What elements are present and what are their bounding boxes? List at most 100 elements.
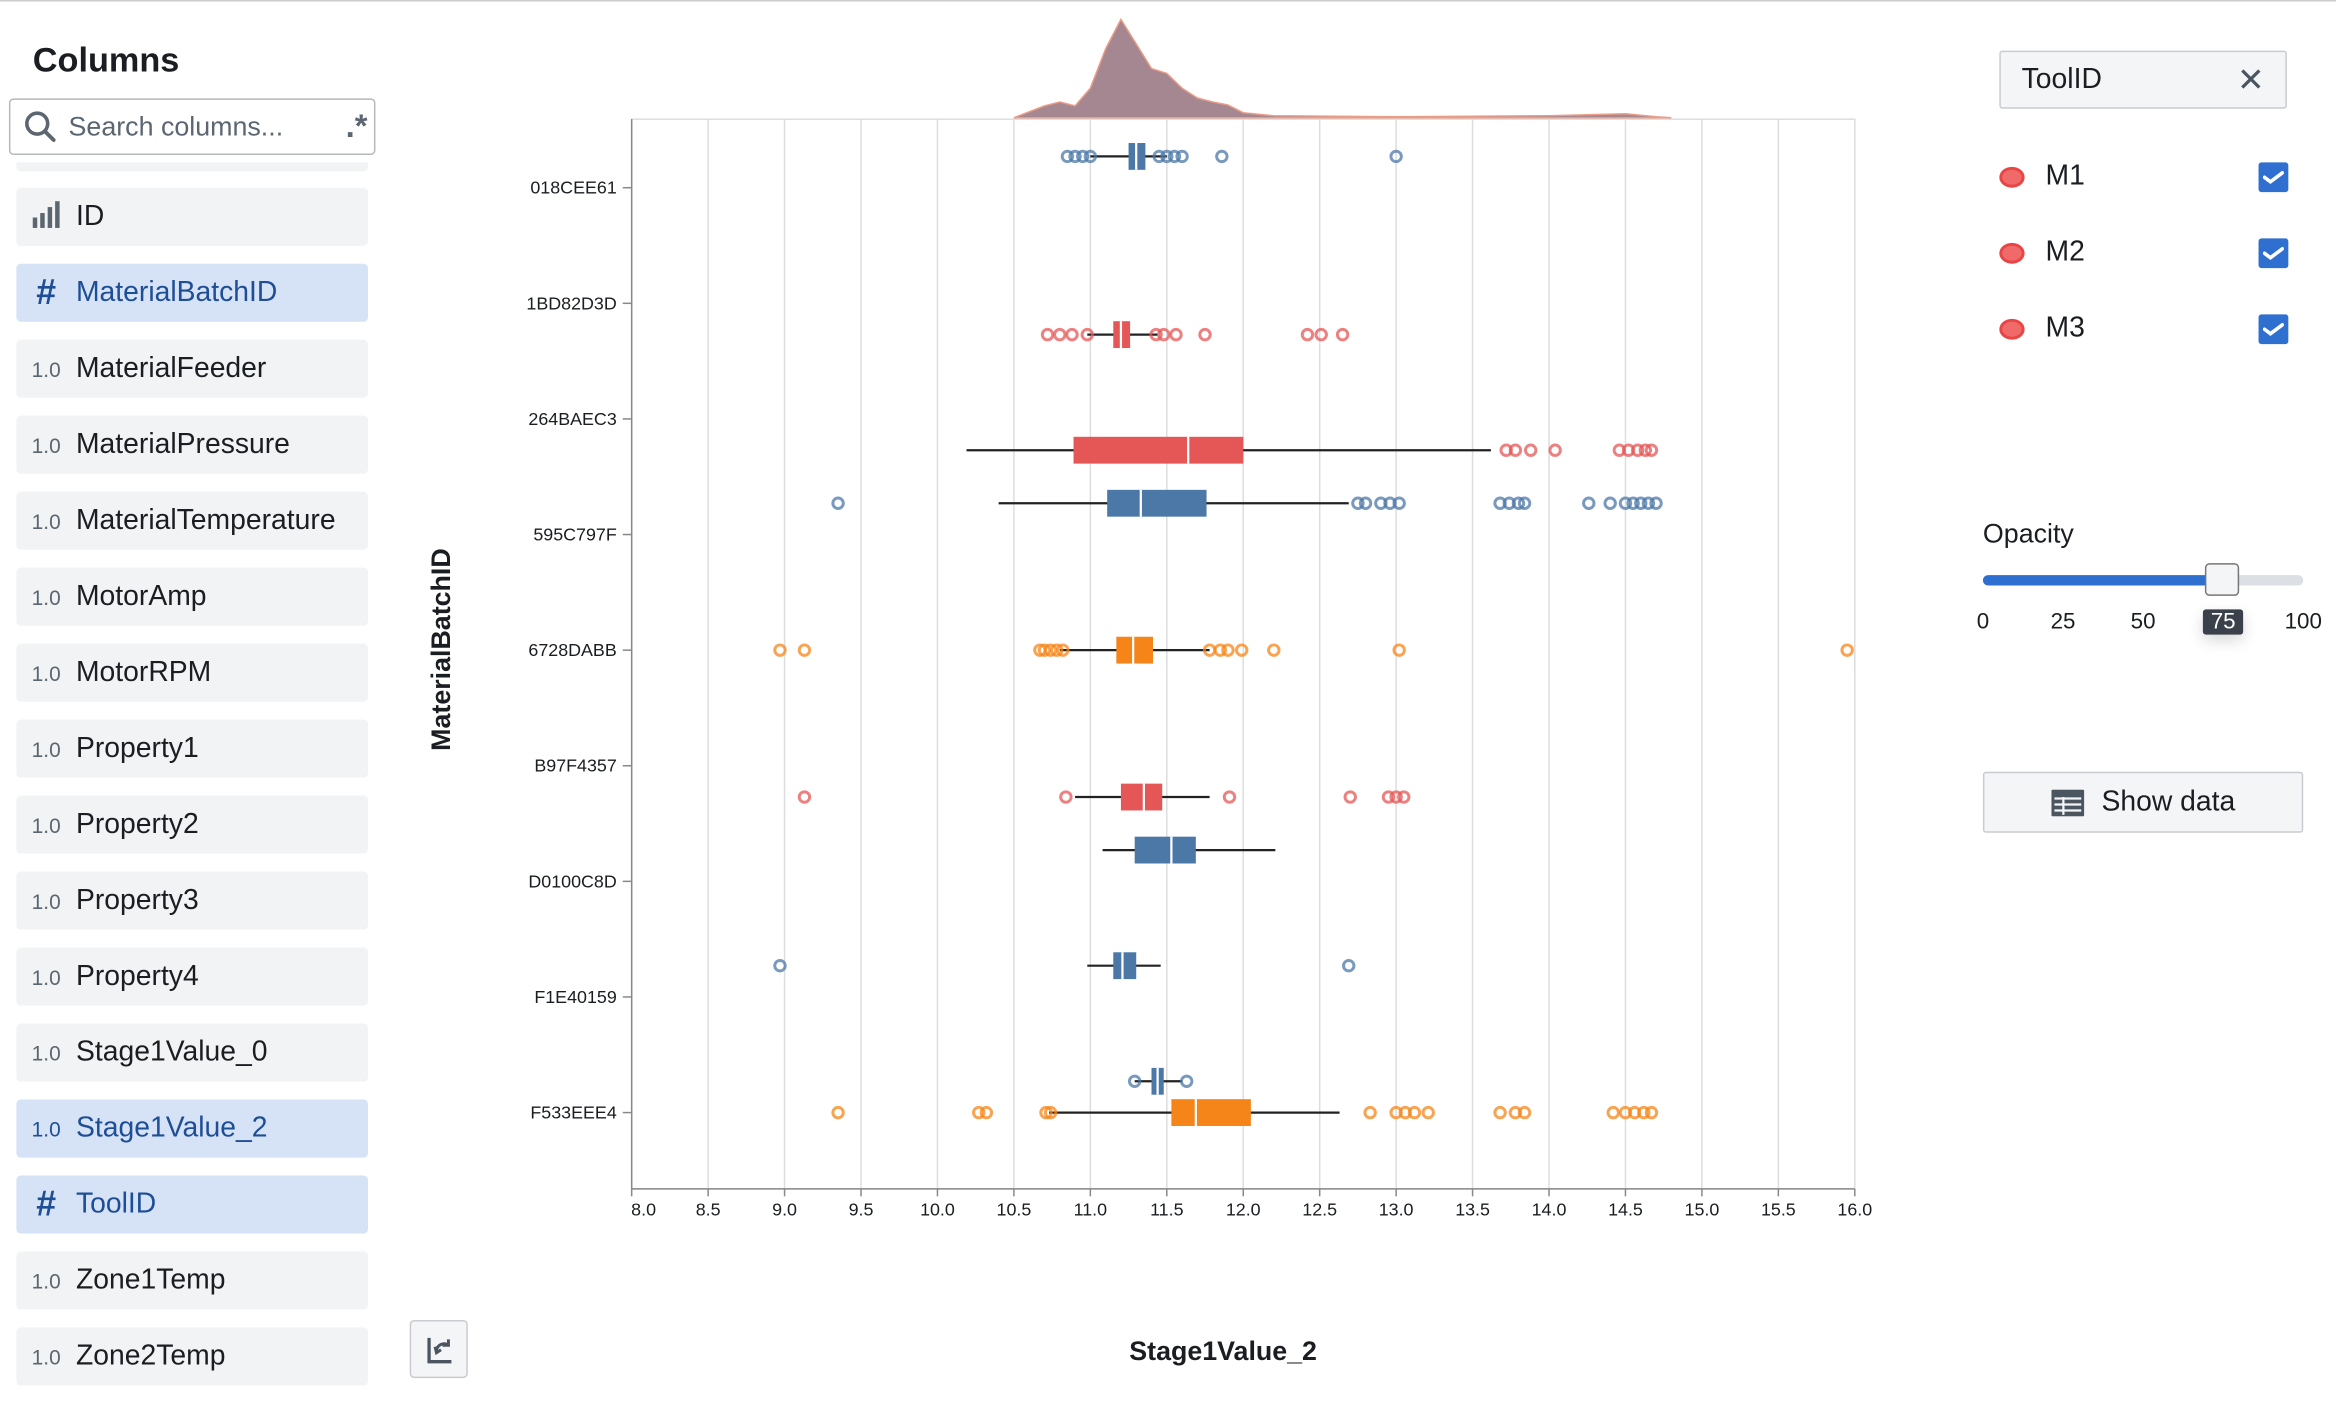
- outlier-point: [1215, 149, 1229, 164]
- column-item-label: Property4: [75, 960, 199, 992]
- outlier-point: [1060, 149, 1075, 164]
- x-tick-label: 11.5: [1150, 1200, 1184, 1220]
- outlier-point: [831, 496, 845, 510]
- outlier-point: [1179, 1074, 1194, 1089]
- column-item-label: ID: [75, 200, 105, 232]
- column-item-label: Property1: [75, 732, 199, 764]
- opacity-tick-label: 0: [1976, 609, 1990, 635]
- column-item-stage1value-0[interactable]: 1.0 Stage1Value_0: [16, 1023, 368, 1082]
- outlier-point: [1392, 496, 1406, 510]
- box: [1116, 636, 1154, 664]
- outlier-point: [1618, 1105, 1633, 1120]
- legend-checkbox[interactable]: [2258, 238, 2289, 269]
- outlier-point: [1644, 1105, 1659, 1120]
- outlier-point: [1649, 496, 1663, 510]
- numeric-type-label: 1.0: [31, 1116, 61, 1141]
- box-1BD82D3D-M3[interactable]: [1040, 321, 1350, 349]
- check-icon: [2263, 171, 2284, 184]
- outlier-point: [1603, 496, 1617, 510]
- outlier-point: [1517, 1105, 1532, 1120]
- regex-toggle[interactable]: .*: [345, 107, 368, 145]
- column-item-label: MaterialTemperature: [75, 504, 336, 536]
- legend-checkbox[interactable]: [2258, 162, 2289, 193]
- color-by-label: ToolID: [2021, 63, 2102, 95]
- color-by-chip[interactable]: ToolID ✕: [1999, 50, 2287, 109]
- legend-checkbox[interactable]: [2258, 314, 2289, 345]
- box-F1E40159-M1[interactable]: [773, 952, 1356, 980]
- x-tick-label: 15.5: [1761, 1200, 1796, 1220]
- outlier-point: [1502, 496, 1516, 510]
- column-item-materialbatchid[interactable]: # MaterialBatchID: [16, 263, 368, 322]
- outlier-point: [1127, 1074, 1142, 1089]
- legend-item-m2[interactable]: M2: [1999, 237, 2289, 270]
- box-018CEE61-M1[interactable]: [1060, 143, 1403, 170]
- outlier-point: [1040, 327, 1055, 342]
- column-item-zone1temp[interactable]: 1.0 Zone1Temp: [16, 1251, 368, 1310]
- outlier-point: [1389, 790, 1403, 804]
- column-item-materialtemperature[interactable]: 1.0 MaterialTemperature: [16, 491, 368, 550]
- column-item-property2[interactable]: 1.0 Property2: [16, 795, 368, 854]
- search-input[interactable]: [65, 109, 325, 144]
- column-item-property1[interactable]: 1.0 Property1: [16, 719, 368, 778]
- search-box[interactable]: .*: [8, 98, 376, 155]
- marginal-density: [1013, 17, 1672, 119]
- outlier-point: [1389, 149, 1403, 164]
- legend-item-m1[interactable]: M1: [1999, 161, 2289, 194]
- outlier-point: [1582, 496, 1596, 510]
- column-item-property3[interactable]: 1.0 Property3: [16, 871, 368, 930]
- outlier-point: [1508, 443, 1523, 457]
- outlier-point: [1149, 327, 1163, 342]
- box-F533EEE4-M1[interactable]: [1127, 1067, 1194, 1095]
- box: [1107, 489, 1207, 517]
- show-data-button[interactable]: Show data: [1982, 771, 2304, 833]
- column-item-zone2temp[interactable]: 1.0 Zone2Temp: [16, 1327, 368, 1386]
- column-item-materialpressure[interactable]: 1.0 MaterialPressure: [16, 415, 368, 474]
- box-D0100C8D-M1[interactable]: [1102, 836, 1276, 864]
- x-tick-label: 13.5: [1455, 1200, 1490, 1220]
- opacity-tick-label: 75: [2203, 609, 2244, 635]
- outlier-point: [1618, 496, 1633, 510]
- outlier-point: [1397, 790, 1411, 804]
- outlier-point: [1167, 149, 1182, 164]
- outlier-point: [1383, 496, 1397, 510]
- x-tick-label: 9.5: [849, 1200, 874, 1220]
- outlier-point: [797, 790, 812, 804]
- outlier-point: [1314, 327, 1328, 342]
- column-item-motorrpm[interactable]: 1.0 MotorRPM: [16, 643, 368, 702]
- outlier-point: [1499, 443, 1513, 457]
- outlier-point: [1358, 496, 1373, 510]
- box-B97F4357-M3[interactable]: [797, 783, 1411, 811]
- outlier-point: [1059, 790, 1073, 804]
- box-264BAEC3-M3[interactable]: [966, 436, 1659, 464]
- check-icon: [2263, 322, 2284, 336]
- outlier-point: [1056, 643, 1070, 657]
- column-item-stage1value-2[interactable]: 1.0 Stage1Value_2: [16, 1099, 368, 1158]
- numeric-type-label: 1.0: [31, 736, 61, 761]
- box: [1113, 952, 1137, 980]
- column-item-toolid[interactable]: # ToolID: [16, 1175, 368, 1234]
- outlier-point: [1221, 643, 1235, 657]
- outlier-point: [1634, 496, 1648, 510]
- opacity-tick-label: 25: [2050, 609, 2076, 635]
- box-F533EEE4-M2[interactable]: [831, 1099, 1659, 1126]
- column-item-label: MaterialFeeder: [75, 352, 267, 384]
- column-item-id[interactable]: ID: [16, 187, 368, 246]
- outlier-point: [1363, 1105, 1377, 1120]
- legend-color-dot: [1999, 242, 2025, 264]
- legend-item-m3[interactable]: M3: [1999, 313, 2289, 346]
- swap-axes-button[interactable]: [409, 1319, 468, 1379]
- outlier-point: [1160, 149, 1174, 164]
- close-icon[interactable]: ✕: [2237, 60, 2265, 98]
- box-595C797F-M1[interactable]: [831, 489, 1663, 517]
- box: [1151, 1067, 1164, 1095]
- outlier-point: [1075, 149, 1090, 164]
- column-item-motoramp[interactable]: 1.0 MotorAmp: [16, 567, 368, 626]
- numeric-type-label: 1.0: [31, 1040, 61, 1065]
- column-item-property4[interactable]: 1.0 Property4: [16, 947, 368, 1006]
- outlier-point: [1152, 149, 1166, 164]
- opacity-slider-thumb[interactable]: [2205, 563, 2240, 596]
- outlier-point: [1621, 443, 1636, 457]
- column-item-materialfeeder[interactable]: 1.0 MaterialFeeder: [16, 339, 368, 398]
- outlier-point: [1068, 149, 1082, 164]
- box-6728DABB-M2[interactable]: [773, 636, 1854, 664]
